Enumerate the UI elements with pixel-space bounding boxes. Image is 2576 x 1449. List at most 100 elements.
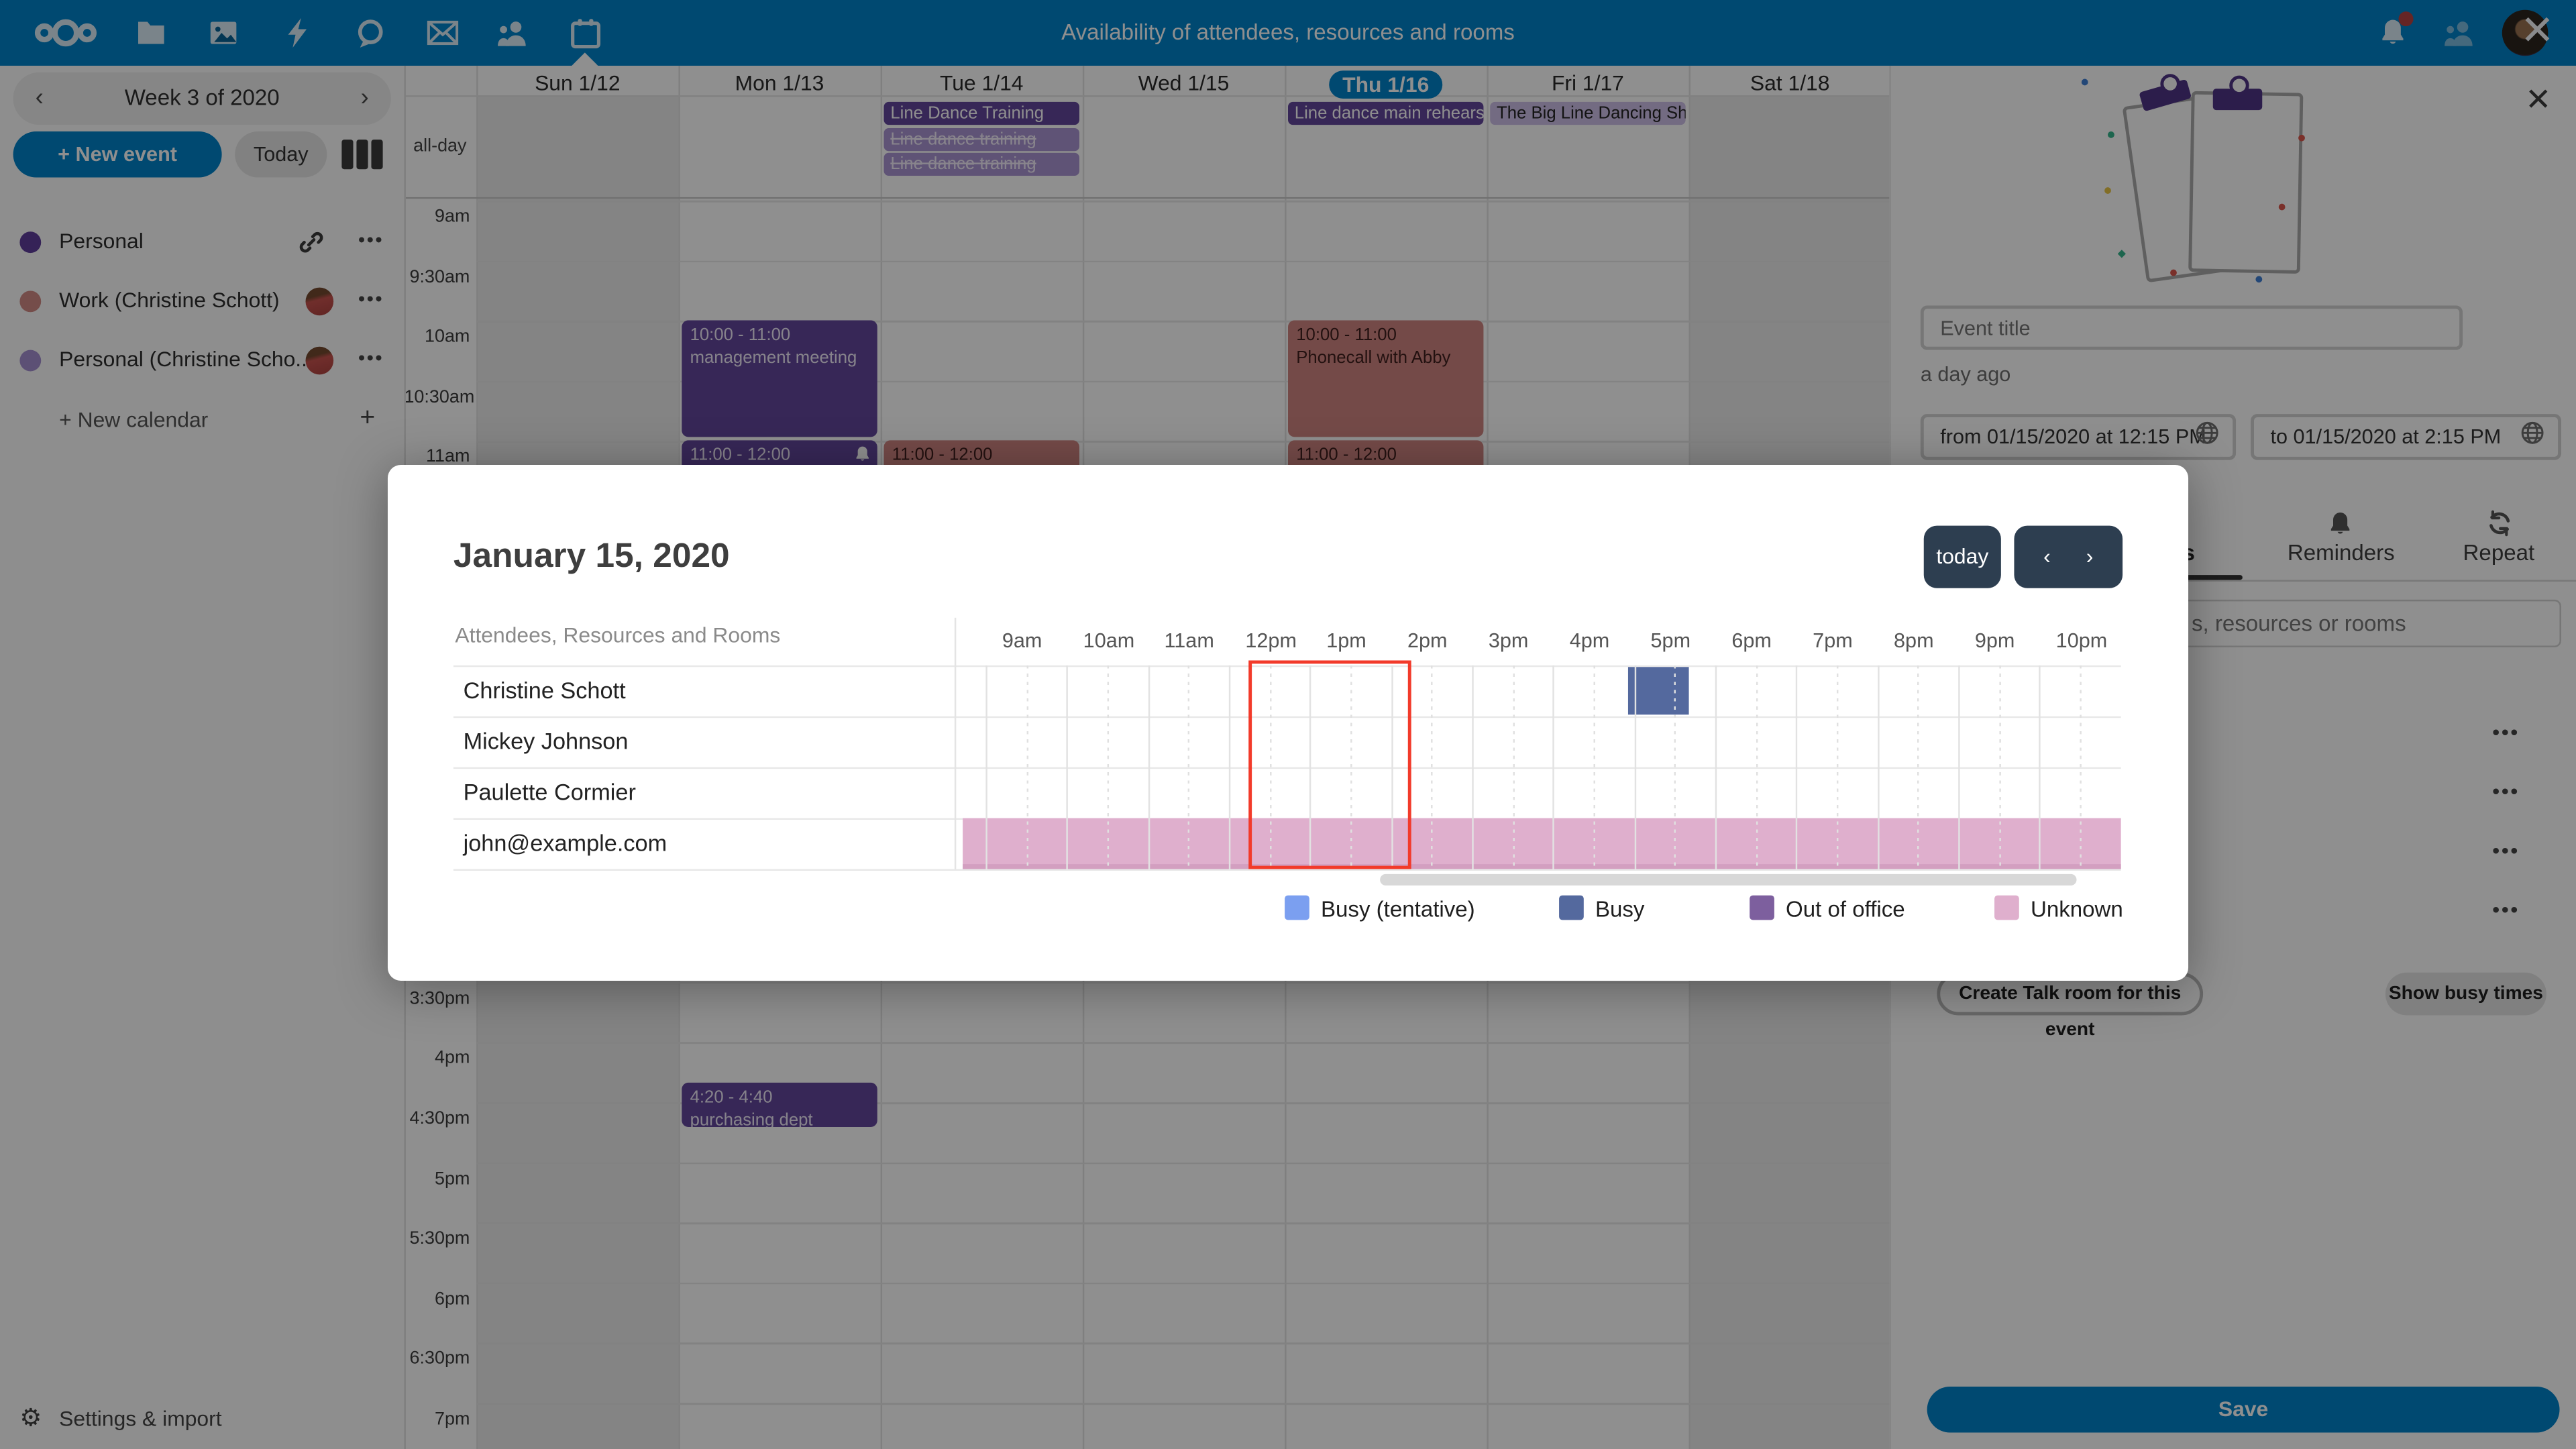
owner-avatar [305, 287, 334, 316]
hour-gridline [1391, 665, 1393, 869]
bell-icon [2328, 511, 2353, 545]
time-gutter-label: 5:30pm [409, 1229, 470, 1249]
timezone-globe-icon[interactable] [2520, 421, 2545, 453]
modal-time-label: 9pm [1974, 629, 2015, 653]
day-header-sun[interactable]: Sun 1/12 [535, 70, 621, 96]
previous-week-button[interactable]: ‹ [35, 83, 44, 112]
gear-icon: ⚙ [19, 1403, 42, 1433]
contacts-menu-icon[interactable] [2440, 13, 2479, 53]
photos-icon[interactable] [204, 13, 244, 53]
allday-label: all-day [413, 136, 467, 156]
mail-icon[interactable] [422, 13, 462, 53]
calendar-item-work-christine[interactable]: Work (Christine Schott) ••• [0, 286, 404, 319]
calendar-event[interactable]: 10:00 - 11:00 Phonecall with Abby [1288, 321, 1484, 438]
share-link-icon[interactable] [299, 230, 324, 263]
allday-event-chip[interactable]: The Big Line Dancing Show [1490, 101, 1686, 125]
next-day-button[interactable]: › [2086, 543, 2094, 569]
day-header-tue[interactable]: Tue 1/14 [940, 70, 1024, 96]
modal-date-title: January 15, 2020 [453, 537, 730, 576]
hour-gridline [1634, 665, 1636, 869]
allday-event-chip[interactable]: Line Dance Training [883, 101, 1079, 125]
allday-event-chip[interactable]: Line dance training [883, 127, 1079, 151]
close-panel-icon[interactable]: ✕ [2525, 83, 2552, 119]
modal-time-label: 10pm [2055, 629, 2108, 653]
hour-gridline [1067, 665, 1069, 869]
hour-gridline [1309, 665, 1312, 869]
day-header-fri[interactable]: Fri 1/17 [1551, 70, 1624, 96]
modal-time-label: 5pm [1650, 629, 1691, 653]
half-hour-gridline [2080, 665, 2082, 869]
to-datetime-field[interactable]: to 01/15/2020 at 2:15 PM [2251, 414, 2561, 460]
time-gutter-label: 4:30pm [409, 1109, 470, 1129]
half-hour-gridline [1188, 665, 1190, 869]
calendar-menu-button[interactable]: ••• [358, 228, 384, 252]
modal-time-label: 1pm [1326, 629, 1366, 653]
attendee-row-menu[interactable]: ••• [2492, 897, 2520, 922]
allday-event-chip[interactable]: Line dance main rehearsal [1288, 101, 1484, 125]
calendar-name: Work (Christine Schott) [59, 287, 280, 313]
calendar-icon[interactable] [565, 13, 604, 53]
attendee-row-menu[interactable]: ••• [2492, 778, 2520, 804]
attendee-row-menu[interactable]: ••• [2492, 719, 2520, 745]
show-busy-times-button[interactable]: Show busy times [2385, 972, 2546, 1016]
tab-repeat[interactable]: Repeat [2463, 540, 2535, 566]
previous-day-button[interactable]: ‹ [2043, 543, 2051, 569]
modal-time-label: 8pm [1894, 629, 1934, 653]
avatar-close-icon[interactable]: ✕ [2520, 8, 2555, 54]
today-button[interactable]: Today [235, 131, 327, 178]
new-event-button[interactable]: + New event [13, 131, 222, 178]
day-header-mon[interactable]: Mon 1/13 [735, 70, 824, 96]
new-calendar-button[interactable]: + New calendar [59, 407, 209, 433]
attendee-row-menu[interactable]: ••• [2492, 837, 2520, 863]
notifications-bell-icon[interactable] [2372, 11, 2414, 53]
calendar-color-dot [19, 350, 42, 372]
half-hour-gridline [1107, 665, 1110, 869]
modal-time-label: 3pm [1488, 629, 1529, 653]
new-calendar-plus-icon[interactable]: + [360, 404, 376, 433]
day-header-sat[interactable]: Sat 1/18 [1750, 70, 1830, 96]
half-hour-gridline [1026, 665, 1028, 869]
calendar-event[interactable]: 10:00 - 11:00 management meeting [682, 321, 877, 438]
calendar-item-personal-christine[interactable]: Personal (Christine Scho...) ••• [0, 345, 404, 378]
contacts-icon[interactable] [493, 13, 533, 53]
talk-icon[interactable] [350, 13, 390, 53]
user-avatar[interactable] [2502, 9, 2548, 56]
nextcloud-logo-icon[interactable] [30, 13, 102, 53]
activity-icon[interactable] [278, 13, 317, 53]
calendar-event[interactable]: 4:20 - 4:40 purchasing dept [682, 1082, 877, 1127]
availability-grid[interactable] [963, 665, 2121, 869]
calendar-menu-button[interactable]: ••• [358, 287, 384, 311]
week-label[interactable]: Week 3 of 2020 [124, 85, 280, 111]
files-icon[interactable] [131, 13, 171, 53]
time-gutter-label: 9:30am [409, 267, 470, 287]
day-header-thu[interactable]: Thu 1/16 [1285, 70, 1487, 100]
time-gutter-label: 6pm [434, 1289, 470, 1309]
from-datetime-field[interactable]: from 01/15/2020 at 12:15 PM [1920, 414, 2237, 460]
timezone-globe-icon[interactable] [2195, 421, 2220, 453]
tabs-divider [1890, 580, 2576, 582]
horizontal-scrollbar[interactable] [1380, 873, 2077, 886]
modal-time-label: 9am [1002, 629, 1042, 653]
modal-time-label: 11am [1164, 629, 1214, 653]
tab-reminders[interactable]: Reminders [2287, 540, 2395, 566]
notification-badge [2398, 11, 2414, 27]
modal-today-button[interactable]: today [1923, 525, 2001, 588]
column-divider [954, 617, 957, 869]
event-title-input[interactable]: Event title [1920, 305, 2463, 350]
modal-time-label: 4pm [1569, 629, 1610, 653]
calendar-item-personal[interactable]: Personal ••• [0, 227, 404, 260]
allday-event-chip[interactable]: Line dance training [883, 152, 1079, 176]
day-header-wed[interactable]: Wed 1/15 [1138, 70, 1230, 96]
selected-timeslot-outline[interactable] [1248, 660, 1411, 869]
next-week-button[interactable]: › [360, 83, 369, 112]
week-view-toggle-icon[interactable] [341, 140, 383, 170]
half-hour-gridline [1350, 665, 1352, 869]
half-hour-gridline [1756, 665, 1758, 869]
attendees-column-header: Attendees, Resources and Rooms [455, 623, 781, 647]
save-button[interactable]: Save [1927, 1386, 2560, 1433]
calendar-color-dot [19, 290, 42, 313]
modal-prev-next: ‹ › [2014, 525, 2123, 588]
calendar-menu-button[interactable]: ••• [358, 346, 384, 370]
time-gutter-label: 4pm [434, 1049, 470, 1069]
calendar-name: Personal (Christine Scho...) [59, 346, 321, 372]
